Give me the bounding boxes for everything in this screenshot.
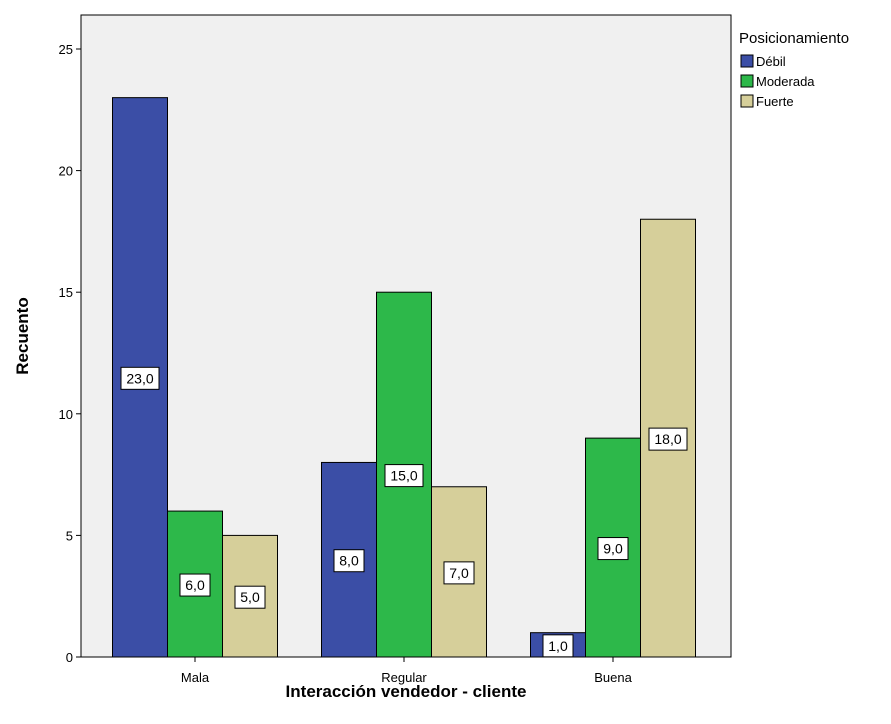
data-label-text: 5,0	[240, 589, 260, 605]
y-tick-label: 5	[66, 528, 73, 543]
data-label-box	[333, 549, 365, 573]
legend-swatch	[740, 94, 754, 108]
legend-swatch	[740, 54, 754, 68]
data-label: 9,0	[597, 537, 629, 561]
data-label-box	[648, 427, 688, 451]
data-label-box	[597, 537, 629, 561]
data-label-text: 1,0	[548, 638, 568, 654]
legend-entry-label: Fuerte	[756, 94, 794, 109]
data-label: 6,0	[179, 573, 211, 597]
data-label-text: 6,0	[185, 577, 205, 593]
data-label-text: 15,0	[390, 468, 417, 484]
data-label: 18,0	[648, 427, 688, 451]
y-tick-label: 15	[59, 285, 73, 300]
x-axis-title: Interacción vendedor - cliente	[286, 682, 527, 701]
data-label-text: 7,0	[449, 565, 469, 581]
x-axis: Mala Regular Buena	[181, 657, 633, 685]
y-tick-label: 10	[59, 407, 73, 422]
data-labels: 23,0 6,0 5,0 8,0 15,0 7,0 1,0 9,0 18,0	[120, 366, 688, 658]
data-label: 1,0	[542, 634, 574, 658]
data-label: 15,0	[384, 464, 424, 488]
legend-entry-label: Moderada	[756, 74, 815, 89]
legend-entry-label: Débil	[756, 54, 786, 69]
data-label-text: 8,0	[339, 553, 359, 569]
y-tick-label: 25	[59, 42, 73, 57]
y-tick-label: 20	[59, 164, 73, 179]
data-label-text: 9,0	[603, 541, 623, 557]
data-label: 5,0	[234, 585, 266, 609]
data-label: 23,0	[120, 366, 160, 390]
x-tick-label: Mala	[181, 670, 210, 685]
x-tick-label: Regular	[381, 670, 427, 685]
legend-swatch	[740, 74, 754, 88]
data-label-box	[234, 585, 266, 609]
data-label-text: 23,0	[126, 370, 153, 386]
y-tick-label: 0	[66, 650, 73, 665]
y-axis-title: Recuento	[13, 297, 32, 374]
data-label-box	[120, 366, 160, 390]
legend: Posicionamiento Débil Moderada Fuerte	[739, 30, 849, 109]
x-tick-label: Buena	[594, 670, 632, 685]
data-label-box	[179, 573, 211, 597]
data-label: 7,0	[443, 561, 475, 585]
data-label-text: 18,0	[654, 431, 681, 447]
y-axis: 0 5 10 15 20 25	[59, 42, 81, 665]
data-label-box	[384, 464, 424, 488]
data-label-box	[542, 634, 574, 658]
data-label-box	[443, 561, 475, 585]
legend-title: Posicionamiento	[739, 30, 849, 47]
data-label: 8,0	[333, 549, 365, 573]
